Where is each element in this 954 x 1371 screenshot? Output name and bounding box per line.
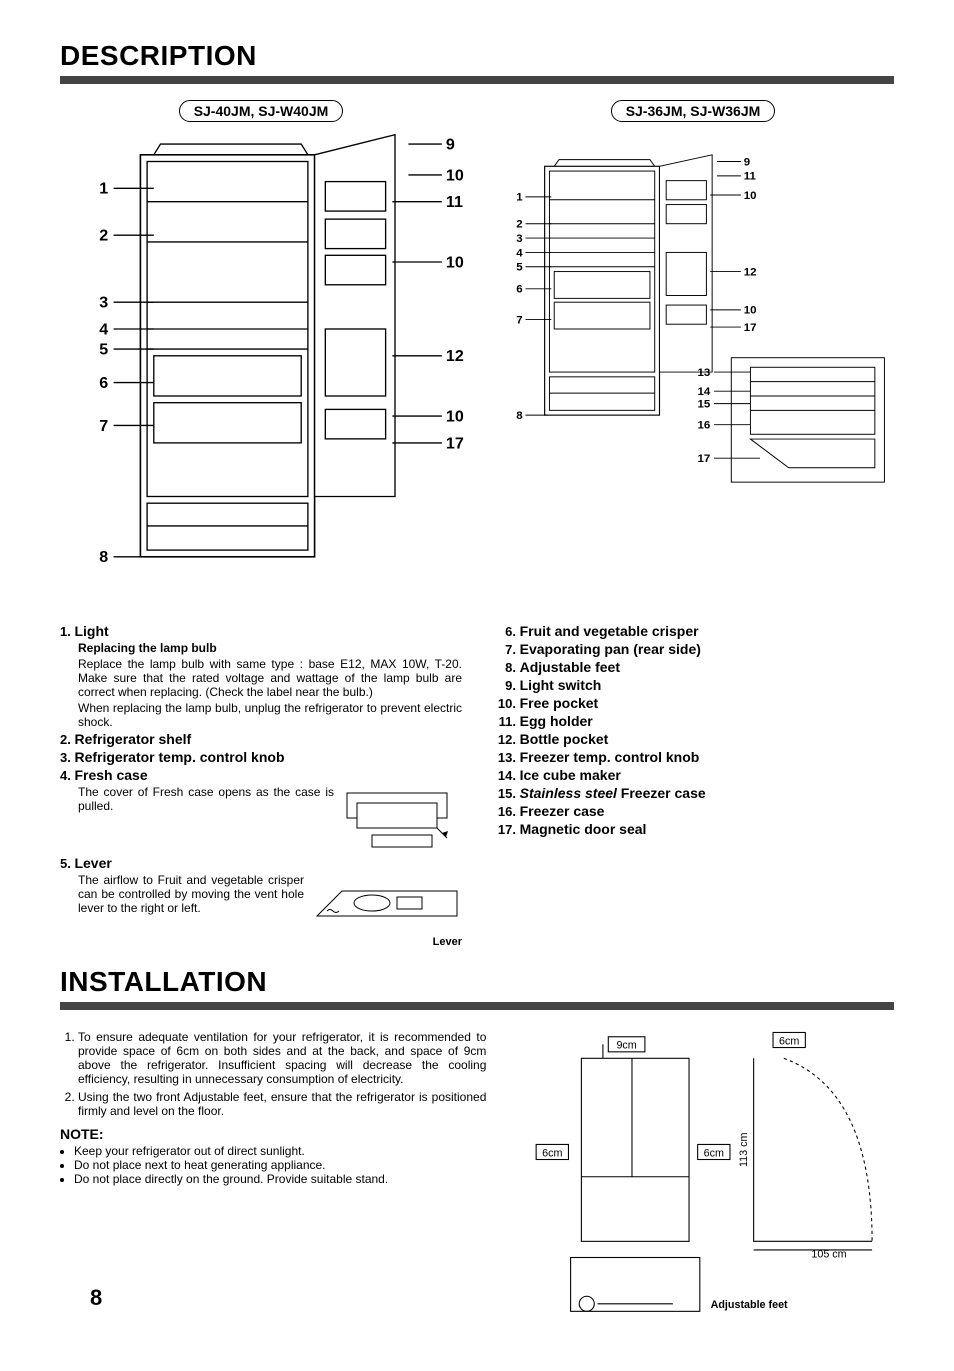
svg-text:5: 5	[99, 340, 108, 358]
svg-text:9cm: 9cm	[617, 1040, 637, 1052]
lever-icon	[312, 871, 462, 931]
svg-text:17: 17	[744, 322, 757, 334]
svg-text:13: 13	[697, 367, 710, 379]
svg-text:10: 10	[744, 190, 757, 202]
svg-text:10: 10	[744, 305, 757, 317]
svg-text:8: 8	[516, 410, 523, 422]
svg-text:10: 10	[446, 253, 464, 271]
svg-text:9: 9	[446, 135, 455, 153]
model-pill-right: SJ-36JM, SJ-W36JM	[611, 100, 776, 122]
legend-item: 1. LightReplacing the lamp bulbReplace t…	[60, 623, 462, 729]
installation-text: To ensure adequate ventilation for your …	[60, 1026, 486, 1330]
legend-item: 16. Freezer case	[492, 803, 894, 819]
legend-left-column: 1. LightReplacing the lamp bulbReplace t…	[60, 623, 462, 950]
svg-text:16: 16	[697, 420, 710, 432]
svg-text:17: 17	[697, 453, 710, 465]
svg-text:3: 3	[516, 233, 522, 245]
fridge-diagram-left: 1 2 3 4 5 6 7 8 9 10 11 10 12	[60, 128, 462, 610]
svg-text:12: 12	[446, 347, 464, 365]
svg-text:5: 5	[516, 262, 523, 274]
diagram-left-column: SJ-40JM, SJ-W40JM	[60, 100, 462, 613]
svg-text:7: 7	[516, 314, 522, 326]
legend-item: 13. Freezer temp. control knob	[492, 749, 894, 765]
svg-text:7: 7	[99, 417, 108, 435]
svg-text:9: 9	[744, 156, 750, 168]
svg-text:4: 4	[99, 320, 108, 338]
heading-rule-2	[60, 1002, 894, 1010]
svg-text:2: 2	[516, 219, 522, 231]
description-heading: DESCRIPTION	[60, 40, 894, 72]
svg-text:113 cm: 113 cm	[739, 1133, 751, 1167]
svg-text:2: 2	[99, 227, 108, 245]
legend-item: 11. Egg holder	[492, 713, 894, 729]
legend-item: 14. Ice cube maker	[492, 767, 894, 783]
heading-rule	[60, 76, 894, 84]
legend-item: 2. Refrigerator shelf	[60, 731, 462, 747]
legend-item: 3. Refrigerator temp. control knob	[60, 749, 462, 765]
svg-text:4: 4	[516, 247, 523, 259]
svg-text:6: 6	[516, 284, 522, 296]
fridge-diagram-right: 1 2 3 4 5 6 7 8 9 11 10 12 10 17	[492, 128, 894, 511]
install-step: To ensure adequate ventilation for your …	[78, 1030, 486, 1086]
svg-text:17: 17	[446, 434, 464, 452]
svg-text:14: 14	[697, 386, 710, 398]
svg-text:15: 15	[697, 398, 710, 410]
svg-text:11: 11	[446, 193, 463, 211]
svg-text:6: 6	[99, 374, 108, 392]
diagram-right-column: SJ-36JM, SJ-W36JM	[492, 100, 894, 613]
legend-item: 7. Evaporating pan (rear side)	[492, 641, 894, 657]
note-heading: NOTE:	[60, 1126, 486, 1142]
legend-item: 9. Light switch	[492, 677, 894, 693]
svg-text:12: 12	[744, 266, 757, 278]
legend-item: 15. Stainless steel Freezer case	[492, 785, 894, 801]
page-number: 8	[90, 1285, 102, 1311]
legend-right-column: 6. Fruit and vegetable crisper 7. Evapora…	[492, 623, 894, 950]
install-step: Using the two front Adjustable feet, ens…	[78, 1090, 486, 1118]
legend-item: 17. Magnetic door seal	[492, 821, 894, 837]
note-item: Keep your refrigerator out of direct sun…	[74, 1144, 486, 1158]
note-item: Do not place directly on the ground. Pro…	[74, 1172, 486, 1186]
model-pill-left: SJ-40JM, SJ-W40JM	[179, 100, 344, 122]
svg-text:8: 8	[99, 548, 108, 566]
svg-text:6cm: 6cm	[543, 1148, 563, 1160]
svg-text:10: 10	[446, 166, 464, 184]
note-item: Do not place next to heat generating app…	[74, 1158, 486, 1172]
svg-text:3: 3	[99, 294, 108, 312]
svg-text:11: 11	[744, 171, 757, 183]
svg-text:6cm: 6cm	[779, 1036, 799, 1048]
installation-diagram: 9cm 6cm 6cm 6cm 105 cm 113 cm Adjustable…	[506, 1026, 894, 1330]
legend-item: 6. Fruit and vegetable crisper	[492, 623, 894, 639]
svg-text:6cm: 6cm	[704, 1148, 724, 1160]
legend-item: 8. Adjustable feet	[492, 659, 894, 675]
installation-heading: INSTALLATION	[60, 966, 894, 998]
legend-item: 10. Free pocket	[492, 695, 894, 711]
svg-text:1: 1	[99, 180, 108, 198]
svg-text:1: 1	[516, 192, 523, 204]
legend-item: 5. LeverThe airflow to Fruit and vegetab…	[60, 855, 462, 948]
svg-text:10: 10	[446, 407, 464, 425]
legend-item: 4. Fresh caseThe cover of Fresh case ope…	[60, 767, 462, 853]
fresh-case-icon	[342, 783, 462, 853]
svg-text:Adjustable feet: Adjustable feet	[711, 1299, 788, 1311]
legend-item: 12. Bottle pocket	[492, 731, 894, 747]
